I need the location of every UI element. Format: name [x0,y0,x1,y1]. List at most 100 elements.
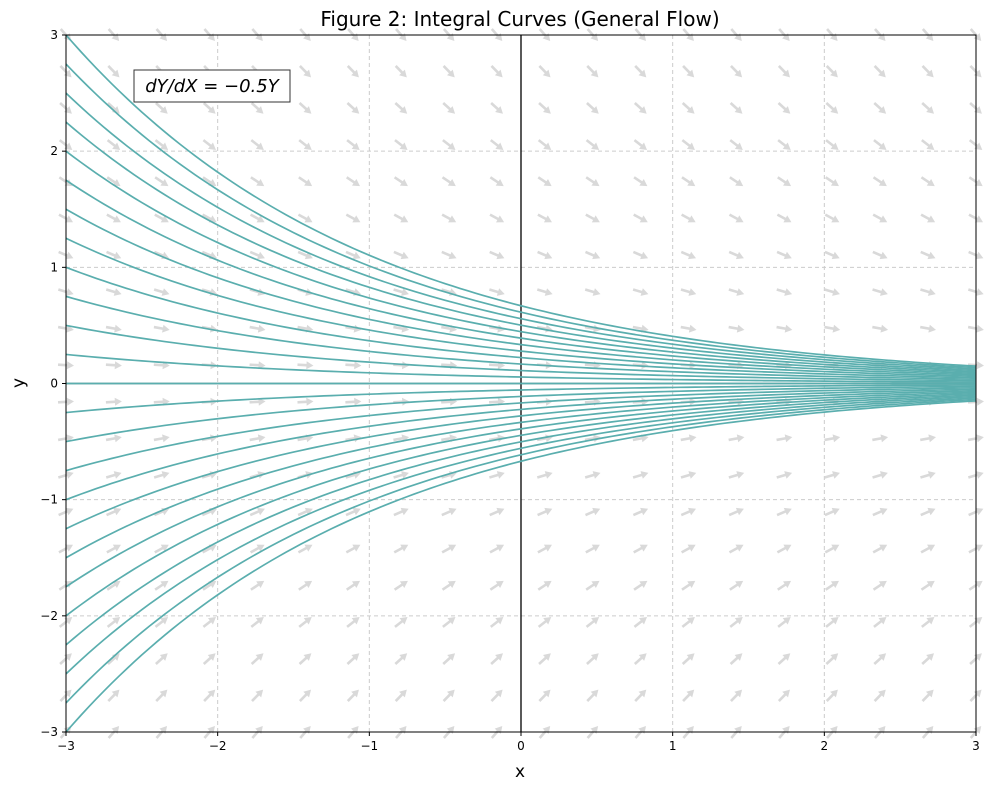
integral-curve-14 [65,385,977,443]
integral-curve-10 [65,324,977,382]
x-tick-label: 1 [669,739,677,753]
field-arrow [967,324,984,333]
field-arrow [441,544,457,554]
field-arrow [728,288,745,296]
field-arrow [153,434,170,443]
field-arrow [537,213,552,223]
field-arrow [345,361,362,370]
field-arrow [442,653,456,665]
field-arrow [873,689,886,702]
field-arrow [776,213,792,223]
field-arrow [680,507,696,517]
field-arrow [106,139,121,150]
field-arrow [538,653,551,665]
field-arrow [920,213,936,223]
field-arrow [680,288,697,296]
field-arrow [297,397,314,406]
field-arrow [537,250,553,260]
field-arrow [154,139,169,150]
field-arrow [393,544,409,554]
field-arrow [872,288,888,296]
field-arrow [585,176,600,187]
field-arrow [346,102,360,114]
y-tick-label: 3 [50,28,58,42]
field-arrow [249,250,265,260]
field-arrow [872,580,887,591]
field-arrow [107,689,120,702]
field-arrow [393,580,408,591]
field-arrow [872,176,887,187]
field-arrow [921,65,934,78]
field-arrow [154,176,169,187]
field-arrow [393,471,409,479]
field-arrow [58,507,74,517]
field-arrow [632,288,649,296]
integral-curve-6 [65,208,977,376]
equation-annotation: dY/dX = −0.5Y [133,69,291,103]
field-arrow [969,725,982,739]
y-axis-label: y [9,378,29,388]
y-tick-label: 2 [50,144,58,158]
field-arrow [968,580,983,591]
field-arrow [489,213,505,223]
integral-curve-3 [65,121,977,372]
field-arrow [489,544,505,554]
field-arrow [249,434,266,443]
integral-curve-15 [65,386,977,472]
integral-curve-8 [65,266,977,379]
field-arrow [824,507,840,517]
y-tick-label: −3 [40,725,58,739]
field-arrow [968,544,984,554]
field-arrow [586,102,599,114]
field-arrow [824,288,840,296]
field-arrow [680,250,696,260]
field-arrow [777,689,790,702]
field-arrow [298,653,312,665]
field-arrow [728,471,745,479]
field-arrow [824,471,840,479]
field-arrow [489,471,505,479]
field-arrow [442,102,456,114]
integral-curve-13 [65,384,977,414]
field-arrow [441,176,456,187]
field-arrow [584,507,601,517]
field-arrow [250,139,264,150]
field-arrow [920,324,936,333]
field-arrow [394,102,408,114]
field-arrow [920,471,936,479]
integral-curve-1 [65,63,977,369]
integral-curve-21 [65,395,977,646]
field-arrow [633,580,648,591]
field-arrow [585,213,600,223]
integral-curve-20 [65,394,977,617]
field-arrow [920,176,935,187]
field-arrow [490,653,503,665]
field-arrow [441,507,457,517]
x-tick-label: 2 [821,739,829,753]
field-arrow [105,471,122,479]
field-arrow [250,102,264,114]
field-arrow [969,28,982,42]
field-arrow [968,213,984,223]
field-arrow [537,139,552,150]
integral-curve-17 [65,389,977,530]
field-arrow [489,507,505,517]
field-arrow [106,580,121,591]
field-arrow [490,65,503,78]
field-arrow [106,507,122,517]
field-arrow [58,213,74,223]
axis-ticks: −3 −2 −1 0 1 2 3 −3 −2 −1 0 1 2 3 [40,28,980,753]
field-arrow [633,102,647,114]
field-arrow [633,176,648,187]
field-arrow [249,397,266,406]
field-arrow [250,653,264,665]
field-arrow [249,507,265,517]
field-arrow [632,361,649,370]
field-arrow [536,471,553,479]
field-arrow [920,507,936,517]
field-arrow [202,617,216,628]
field-arrow [728,544,744,554]
field-arrow [873,102,887,114]
field-arrow [825,653,839,665]
field-arrow [154,580,169,591]
